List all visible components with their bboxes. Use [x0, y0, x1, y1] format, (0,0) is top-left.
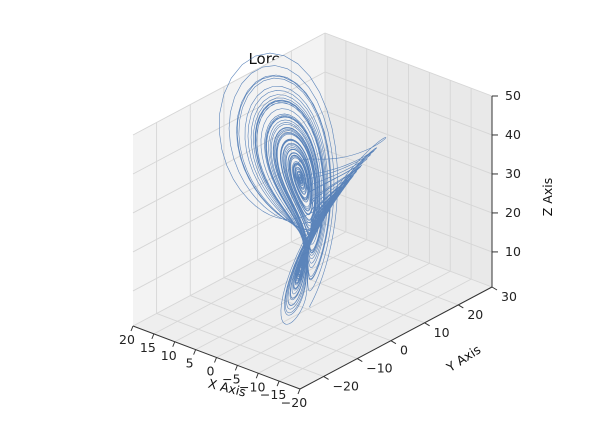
grid-line — [324, 32, 493, 97]
trajectory-polyline — [219, 52, 387, 325]
y-tick-label: 0 — [400, 343, 408, 358]
x-tick — [151, 333, 155, 340]
grid-line — [324, 149, 493, 214]
y-tick — [424, 322, 430, 327]
x-tick-label: −10 — [239, 379, 265, 394]
x-tick — [276, 380, 280, 387]
z-tick-label: 30 — [505, 166, 521, 181]
z-tick-label: 10 — [505, 244, 521, 259]
x-tick — [255, 373, 259, 379]
y-tick — [458, 304, 464, 309]
x-tick — [297, 388, 301, 395]
x-tick-label: 15 — [140, 340, 156, 355]
tick-labels: −20−15−10−505101520−20−10010203010203040… — [119, 88, 521, 410]
grid-line — [324, 188, 493, 253]
grid-line — [278, 278, 472, 382]
z-axis-label: Z Axis — [540, 178, 555, 216]
grid-line — [132, 110, 326, 214]
x-tick — [193, 349, 197, 355]
y-tick-label: 10 — [434, 325, 450, 340]
y-tick — [323, 376, 329, 380]
y-axis-label: Y Axis — [443, 342, 483, 376]
left-wall-pane — [133, 33, 325, 326]
z-tick-label: 50 — [505, 88, 521, 103]
grid-line — [132, 32, 326, 136]
y-tick — [390, 340, 397, 345]
trajectory-line — [219, 52, 387, 325]
y-tick — [491, 286, 498, 291]
x-tick-label: 5 — [186, 356, 194, 371]
grid-lines — [132, 32, 493, 390]
y-tick-label: 20 — [467, 307, 483, 322]
y-tick-label: −10 — [366, 361, 392, 376]
x-tick — [172, 341, 176, 347]
grid-line — [324, 71, 493, 136]
grid-line — [156, 313, 324, 377]
grid-line — [258, 270, 451, 374]
y-tick-label: 30 — [501, 289, 517, 304]
grid-line — [195, 247, 388, 351]
grid-line — [237, 262, 430, 366]
grid-line — [132, 223, 326, 327]
y-tick — [357, 358, 363, 363]
grid-line — [324, 223, 493, 288]
grid-line — [324, 110, 493, 175]
grid-line — [174, 239, 367, 343]
grid-line — [216, 255, 409, 358]
grid-line — [223, 277, 392, 342]
x-tick-label: −5 — [222, 371, 240, 386]
x-tick — [130, 325, 134, 332]
y-axis-line — [299, 286, 493, 390]
x-tick-label: 0 — [207, 364, 215, 379]
x-tick-label: 20 — [119, 332, 135, 347]
x-tick-label: −20 — [281, 395, 307, 410]
z-tick-label: 20 — [505, 205, 521, 220]
y-tick-label: −20 — [333, 378, 359, 393]
grid-line — [132, 71, 326, 175]
x-tick — [234, 365, 238, 371]
x-tick-label: −15 — [260, 387, 286, 402]
grid-line — [257, 259, 425, 324]
grid-line — [190, 295, 358, 359]
z-tick-label: 40 — [505, 127, 521, 142]
x-tick-label: 10 — [161, 348, 177, 363]
x-tick — [214, 357, 217, 363]
